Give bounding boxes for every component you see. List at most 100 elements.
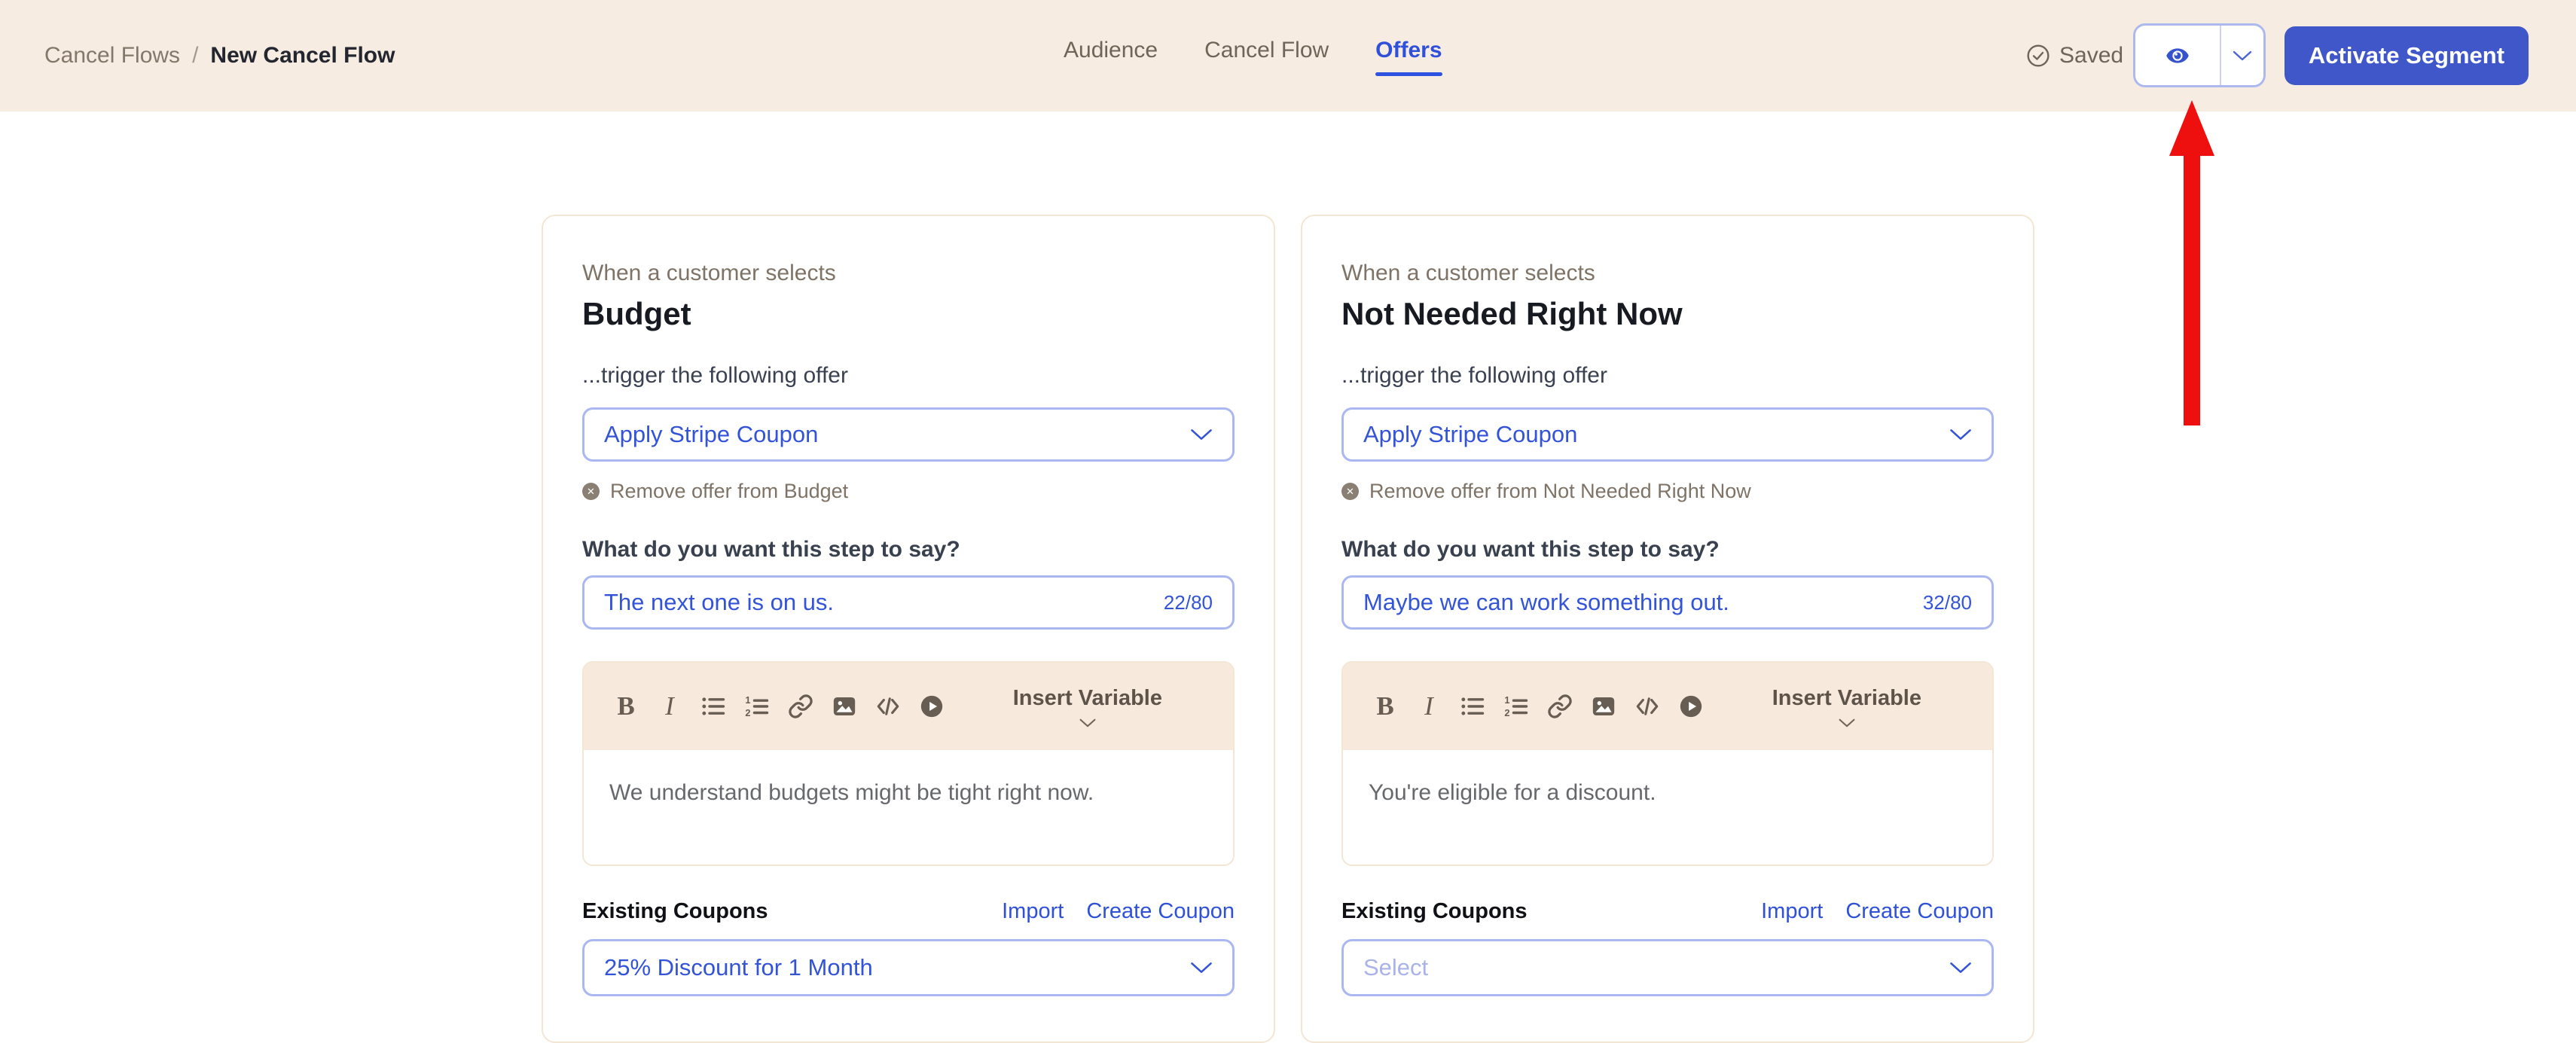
existing-coupons-row: Existing Coupons Import Create Coupon: [1341, 899, 1994, 924]
rich-text-editor: B I 1 2: [1341, 661, 1994, 866]
remove-offer-label: Remove offer from Budget: [610, 480, 849, 502]
breadcrumb-parent[interactable]: Cancel Flows: [44, 43, 181, 68]
editor-body[interactable]: We understand budgets might be tight rig…: [584, 750, 1233, 865]
bold-button[interactable]: B: [609, 690, 642, 723]
card-title: Budget: [582, 296, 691, 331]
image-button[interactable]: [828, 690, 861, 723]
bold-button[interactable]: B: [1369, 690, 1402, 723]
italic-button[interactable]: I: [653, 690, 686, 723]
play-button[interactable]: [1674, 690, 1708, 723]
chevron-down-icon: [1839, 718, 1855, 727]
chevron-down-icon: [1079, 718, 1096, 727]
offer-card-budget: When a customer selects Budget ...trigge…: [542, 215, 1275, 1043]
step-headline-input[interactable]: [604, 589, 1152, 616]
image-icon: [1592, 697, 1615, 716]
format-buttons: B I 1 2: [609, 690, 948, 723]
char-counter: 22/80: [1163, 590, 1213, 614]
numbered-list-icon: 1 2: [745, 694, 769, 718]
existing-coupons-label: Existing Coupons: [1341, 899, 1528, 923]
tab-offers[interactable]: Offers: [1375, 35, 1442, 76]
saved-label: Saved: [2059, 43, 2124, 68]
preview-options-button[interactable]: [2221, 26, 2263, 85]
svg-text:1: 1: [745, 694, 750, 706]
bullet-list-button[interactable]: [697, 690, 730, 723]
tab-audience[interactable]: Audience: [1064, 35, 1158, 76]
nav-tabs: Audience Cancel Flow Offers: [1064, 0, 1442, 111]
link-icon: [1548, 694, 1572, 718]
tab-active-underline: [1375, 72, 1442, 76]
editor-body[interactable]: You're eligible for a discount.: [1343, 750, 1992, 865]
coupon-links: Import Create Coupon: [1761, 899, 1994, 924]
offer-type-select[interactable]: Apply Stripe Coupon: [1341, 407, 1994, 462]
link-button[interactable]: [1543, 690, 1576, 723]
chevron-down-icon: [1950, 962, 1971, 973]
trigger-label: ...trigger the following offer: [1341, 363, 1607, 388]
insert-variable-dropdown[interactable]: Insert Variable: [1772, 686, 1967, 727]
annotation-arrow-up: [2169, 100, 2214, 425]
chevron-down-icon: [2233, 50, 2252, 60]
step-headline-input[interactable]: [1363, 589, 1911, 616]
coupon-links: Import Create Coupon: [1002, 899, 1235, 924]
step-headline-field: 32/80: [1341, 575, 1994, 630]
italic-button[interactable]: I: [1412, 690, 1445, 723]
offer-card-not-needed: When a customer selects Not Needed Right…: [1301, 215, 2034, 1043]
preview-split-button: [2133, 23, 2266, 87]
play-button[interactable]: [915, 690, 948, 723]
link-button[interactable]: [784, 690, 817, 723]
play-icon: [1680, 695, 1702, 718]
create-coupon-link[interactable]: Create Coupon: [1086, 899, 1235, 923]
offer-type-select[interactable]: Apply Stripe Coupon: [582, 407, 1235, 462]
image-icon: [833, 697, 856, 716]
italic-icon: I: [665, 691, 674, 721]
header-actions: Saved Activate Segment: [2004, 0, 2576, 111]
remove-offer-button[interactable]: ✕ Remove offer from Budget: [582, 480, 1235, 503]
format-buttons: B I 1 2: [1369, 690, 1708, 723]
image-button[interactable]: [1587, 690, 1620, 723]
card-title: Not Needed Right Now: [1341, 296, 1683, 331]
insert-variable-label: Insert Variable: [1012, 685, 1162, 710]
code-button[interactable]: [1631, 690, 1664, 723]
insert-variable-dropdown[interactable]: Insert Variable: [1013, 686, 1207, 727]
top-bar: Cancel Flows / New Cancel Flow Audience …: [0, 0, 2576, 111]
italic-icon: I: [1424, 691, 1433, 721]
breadcrumb-separator: /: [192, 43, 199, 68]
saved-status: Saved: [2026, 0, 2123, 111]
import-link[interactable]: Import: [1002, 899, 1064, 923]
activate-segment-button[interactable]: Activate Segment: [2285, 26, 2529, 85]
coupon-select[interactable]: 25% Discount for 1 Month: [582, 939, 1235, 996]
svg-text:2: 2: [745, 707, 750, 718]
preview-button[interactable]: [2135, 26, 2220, 85]
remove-x-icon: ✕: [1341, 483, 1359, 500]
existing-coupons-row: Existing Coupons Import Create Coupon: [582, 899, 1235, 924]
tab-cancel-flow[interactable]: Cancel Flow: [1204, 35, 1329, 76]
breadcrumb-current: New Cancel Flow: [210, 43, 395, 68]
step-question-label: What do you want this step to say?: [1341, 537, 1720, 562]
chevron-down-icon: [1191, 429, 1212, 440]
chevron-down-icon: [1950, 429, 1971, 440]
when-label: When a customer selects: [1341, 261, 1595, 285]
link-icon: [789, 694, 813, 718]
bullet-list-button[interactable]: [1456, 690, 1489, 723]
remove-offer-button[interactable]: ✕ Remove offer from Not Needed Right Now: [1341, 480, 1994, 503]
code-icon: [1636, 697, 1659, 715]
breadcrumb: Cancel Flows / New Cancel Flow: [44, 0, 395, 111]
coupon-select[interactable]: Select: [1341, 939, 1994, 996]
bold-icon: B: [617, 691, 635, 721]
bullet-list-icon: [1461, 697, 1485, 715]
numbered-list-button[interactable]: 1 2: [740, 690, 774, 723]
svg-text:1: 1: [1504, 694, 1509, 706]
eye-icon: [2166, 47, 2189, 63]
offer-type-value: Apply Stripe Coupon: [1363, 421, 1578, 447]
offer-type-value: Apply Stripe Coupon: [604, 421, 819, 447]
editor-text: We understand budgets might be tight rig…: [609, 780, 1094, 805]
create-coupon-link[interactable]: Create Coupon: [1845, 899, 1994, 923]
import-link[interactable]: Import: [1761, 899, 1824, 923]
existing-coupons-label: Existing Coupons: [582, 899, 768, 923]
bold-icon: B: [1376, 691, 1394, 721]
tab-underline: [1204, 72, 1329, 76]
numbered-list-icon: 1 2: [1504, 694, 1528, 718]
coupon-select-placeholder: Select: [1363, 954, 1429, 980]
numbered-list-button[interactable]: 1 2: [1500, 690, 1533, 723]
step-headline-field: 22/80: [582, 575, 1235, 630]
code-button[interactable]: [871, 690, 905, 723]
